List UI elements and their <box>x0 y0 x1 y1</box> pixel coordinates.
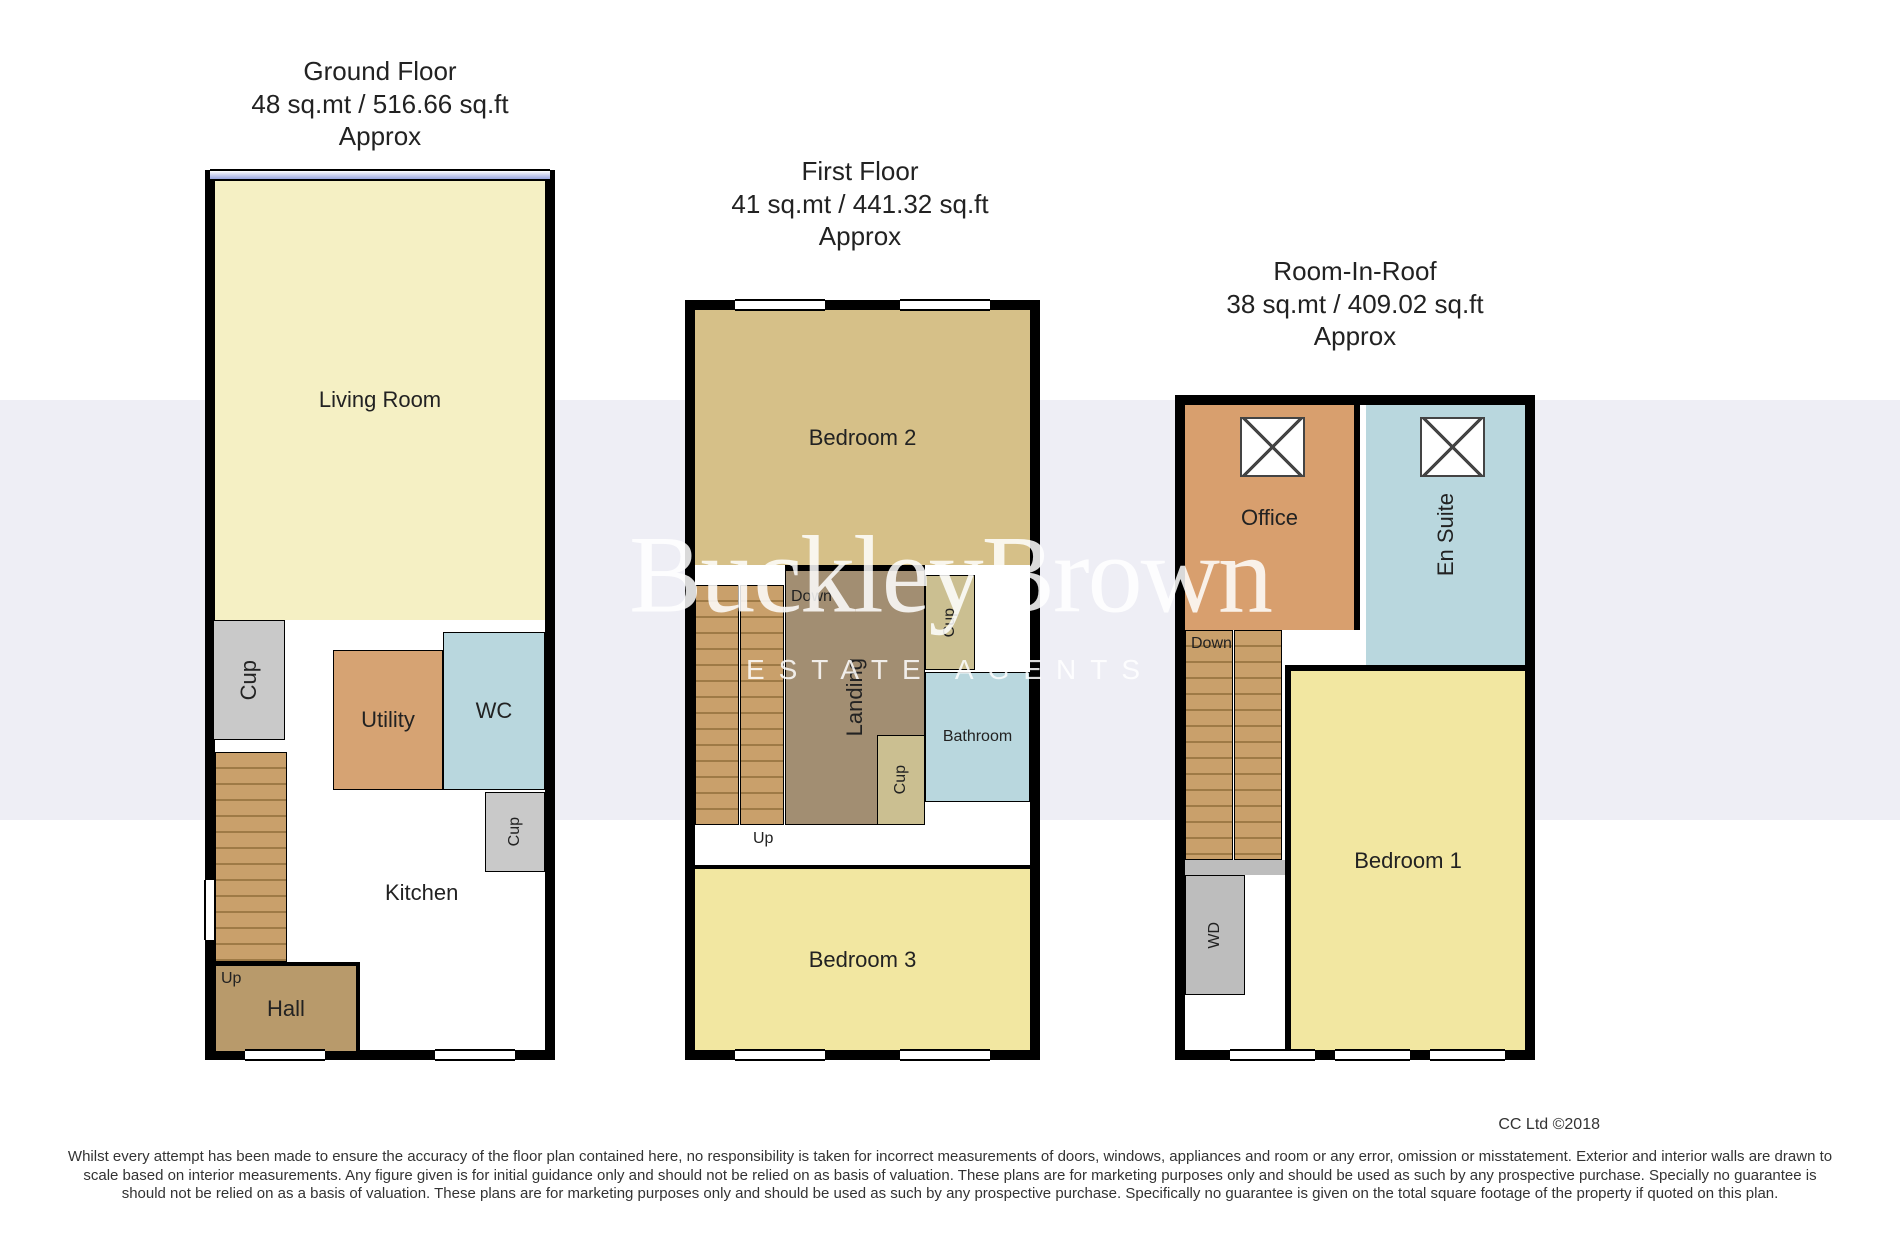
roof-stairs-1 <box>1185 630 1233 860</box>
bedroom-1: Bedroom 1 <box>1285 665 1525 1050</box>
bedroom-3: Bedroom 3 <box>695 865 1030 1050</box>
hall-label: Hall <box>267 996 305 1022</box>
roof-win-3 <box>1430 1049 1505 1061</box>
ff-down-label: Down <box>791 588 832 606</box>
ensuite-velux <box>1420 417 1485 477</box>
wd-label: WD <box>1206 922 1224 949</box>
ff-stairs-left <box>695 585 739 825</box>
utility-room: Utility <box>333 650 443 790</box>
ground-stairs <box>215 752 287 962</box>
ff-window-top-1 <box>735 299 825 311</box>
roof-approx: Approx <box>1175 320 1535 353</box>
wc-label: WC <box>476 698 513 724</box>
living-room: Living Room <box>215 180 545 620</box>
gf-side-door <box>204 880 216 940</box>
ff-stairs-right <box>740 585 784 825</box>
roof-win-2 <box>1335 1049 1410 1061</box>
ff-up-label: Up <box>753 830 773 848</box>
bathroom-label: Bathroom <box>943 728 1012 746</box>
ensuite-label: En Suite <box>1433 493 1459 576</box>
first-floor-approx: Approx <box>680 220 1040 253</box>
ff-cup1-label: Cup <box>941 608 959 637</box>
cupboard-left-label: Cup <box>236 660 262 700</box>
ff-cupboard-1: Cup <box>925 575 975 670</box>
gf-window-bottom-2 <box>435 1049 515 1061</box>
gf-window-bottom-1 <box>245 1049 325 1061</box>
roof-corridor <box>1185 860 1285 875</box>
cupboard-kitchen: Cup <box>485 792 545 872</box>
copyright-text: CC Ltd ©2018 <box>1498 1116 1600 1134</box>
ff-window-top-2 <box>900 299 990 311</box>
bedroom-2: Bedroom 2 <box>695 310 1030 565</box>
roof-stairs-2 <box>1234 630 1282 860</box>
landing-label: Landing <box>842 658 868 736</box>
ground-floor-title-block: Ground Floor 48 sq.mt / 516.66 sq.ft App… <box>200 55 560 153</box>
roof-area: 38 sq.mt / 409.02 sq.ft <box>1175 288 1535 321</box>
wc-room: WC <box>443 632 545 790</box>
cupboard-kitchen-label: Cup <box>506 817 524 846</box>
bedroom-1-label: Bedroom 1 <box>1354 848 1462 874</box>
roof-title: Room-In-Roof <box>1175 255 1535 288</box>
ground-floor-plan: Living Room Cup Utility WC Cup Up Kitche… <box>205 170 555 1060</box>
cupboard-left: Cup <box>213 620 285 740</box>
ff-cup2-label: Cup <box>892 765 910 794</box>
roof-plan: Office En Suite Down WD Bedroom 1 <box>1175 395 1535 1060</box>
utility-label: Utility <box>361 707 415 733</box>
ground-floor-title: Ground Floor <box>200 55 560 88</box>
ff-window-bot-1 <box>735 1049 825 1061</box>
first-floor-title-block: First Floor 41 sq.mt / 441.32 sq.ft Appr… <box>680 155 1040 253</box>
first-floor-plan: Bedroom 2 Landing Cup Bathroom Cup Down … <box>685 300 1040 1060</box>
bedroom-3-label: Bedroom 3 <box>809 947 917 973</box>
bedroom-2-label: Bedroom 2 <box>809 425 917 451</box>
first-floor-title: First Floor <box>680 155 1040 188</box>
roof-title-block: Room-In-Roof 38 sq.mt / 409.02 sq.ft App… <box>1175 255 1535 353</box>
living-room-label: Living Room <box>319 387 441 413</box>
bathroom: Bathroom <box>925 672 1030 802</box>
office-label: Office <box>1241 505 1298 531</box>
roof-win-1 <box>1230 1049 1315 1061</box>
wd-room: WD <box>1185 875 1245 995</box>
ff-cupboard-2: Cup <box>877 735 925 825</box>
disclaimer-text: Whilst every attempt has been made to en… <box>60 1148 1840 1204</box>
kitchen-label: Kitchen <box>385 880 458 906</box>
first-floor-area: 41 sq.mt / 441.32 sq.ft <box>680 188 1040 221</box>
office-velux <box>1240 417 1305 477</box>
ff-window-bot-2 <box>900 1049 990 1061</box>
bifold-window <box>210 169 550 181</box>
ground-floor-approx: Approx <box>200 120 560 153</box>
ground-floor-area: 48 sq.mt / 516.66 sq.ft <box>200 88 560 121</box>
stairs-up-label: Up <box>221 970 241 988</box>
roof-down-label: Down <box>1191 635 1232 653</box>
